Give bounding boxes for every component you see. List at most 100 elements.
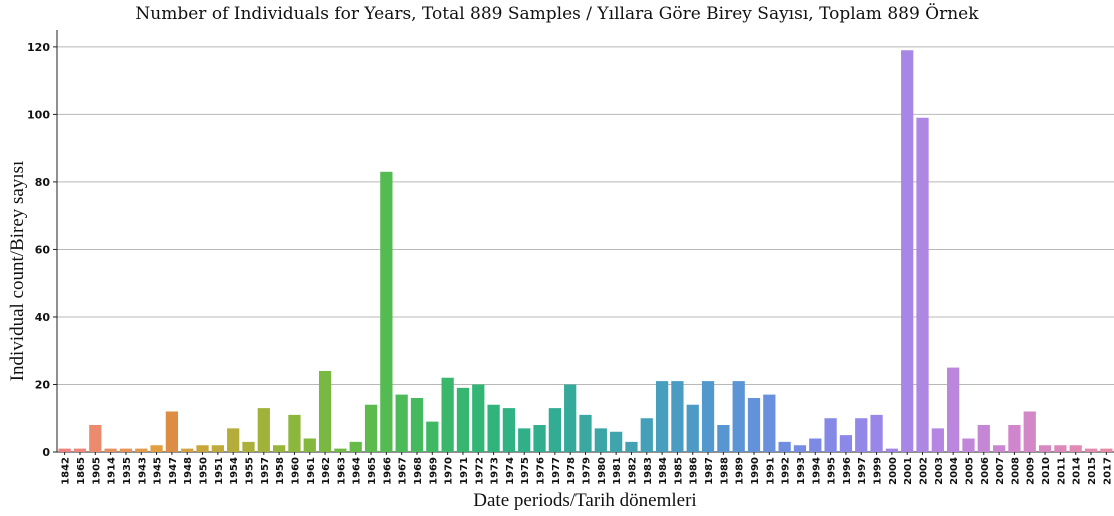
x-tick-label: 1947 — [168, 457, 179, 485]
x-tick-label: 1990 — [750, 457, 761, 485]
bar-1948 — [181, 448, 194, 452]
bar-2015 — [1084, 448, 1098, 452]
x-tick-label: 1970 — [444, 457, 455, 485]
x-tick-label: 1979 — [582, 457, 593, 485]
bar-1981 — [610, 431, 623, 452]
x-tick-label: 1981 — [612, 457, 623, 485]
x-tick-label: 1973 — [490, 457, 501, 485]
bar-1985 — [671, 381, 684, 452]
x-tick-label: 1966 — [382, 457, 393, 485]
bar-1992 — [778, 441, 791, 452]
x-tick-label: 2003 — [934, 457, 945, 485]
x-tick-label: 1957 — [260, 457, 271, 485]
x-tick-label: 1971 — [459, 457, 470, 485]
bar-1947 — [165, 411, 179, 452]
y-tick-label: 120 — [27, 41, 50, 54]
bar-2004 — [947, 367, 960, 452]
bar-1958 — [272, 445, 286, 452]
x-tick-label: 1954 — [229, 457, 240, 485]
x-tick-label: 1963 — [336, 457, 347, 485]
bar-1999 — [870, 414, 883, 452]
x-tick-label: 2002 — [919, 457, 930, 485]
x-tick-label: 1905 — [91, 457, 102, 485]
x-tick-label: 1987 — [704, 457, 715, 485]
x-tick-label: 2015 — [1087, 457, 1098, 485]
x-tick-label: 1993 — [796, 457, 807, 485]
bar-1965 — [364, 404, 378, 452]
bar-1945 — [150, 445, 163, 452]
bar-2003 — [931, 428, 944, 452]
x-tick-label: 1945 — [153, 457, 164, 485]
x-tick-label: 1984 — [658, 457, 669, 485]
x-tick-label: 1985 — [673, 457, 684, 485]
x-tick-label: 2006 — [980, 457, 991, 485]
x-tick-label: 1983 — [643, 457, 654, 485]
x-axis-title: Date periods/Tarih dönemleri — [473, 490, 697, 511]
x-tick-label: 1975 — [520, 457, 531, 485]
bar-1951 — [211, 445, 224, 452]
bar-1991 — [763, 394, 776, 452]
x-tick-label: 2000 — [888, 457, 899, 485]
chart-title: Number of Individuals for Years, Total 8… — [135, 4, 979, 24]
x-tick-label: 1914 — [107, 457, 118, 485]
x-tick-label: 1988 — [719, 457, 730, 485]
bar-2000 — [885, 448, 899, 452]
x-tick-label: 1978 — [566, 457, 577, 485]
bar-1970 — [441, 377, 454, 452]
x-tick-label: 2011 — [1056, 457, 1067, 485]
bar-1954 — [227, 428, 240, 452]
bar-1995 — [824, 418, 837, 452]
x-tick-label: 1943 — [137, 457, 148, 485]
bar-1976 — [533, 424, 546, 452]
x-tick-label: 1969 — [428, 457, 439, 485]
bar-1865 — [73, 448, 87, 452]
x-tick-label: 1961 — [306, 457, 317, 485]
bar-1988 — [717, 424, 730, 452]
x-tick-label: 1967 — [398, 457, 409, 485]
bar-1972 — [472, 384, 485, 452]
x-tick-label: 2017 — [1102, 457, 1113, 485]
x-tick-label: 2010 — [1041, 457, 1052, 485]
x-tick-label: 1965 — [367, 457, 378, 485]
y-tick-label: 100 — [27, 108, 50, 121]
bar-1968 — [410, 397, 424, 452]
x-tick-label: 1962 — [321, 457, 332, 485]
y-tick-label: 0 — [42, 446, 50, 459]
y-tick-label: 20 — [35, 378, 51, 391]
x-tick-label: 1974 — [505, 457, 516, 485]
bar-1977 — [548, 408, 561, 452]
y-axis-title: Individual count/Birey sayısı — [7, 160, 28, 382]
bar-1967 — [395, 394, 408, 452]
bar-1971 — [456, 387, 470, 452]
bar-1964 — [349, 441, 362, 452]
bar-2011 — [1054, 445, 1067, 452]
x-tick-label: 2008 — [1010, 457, 1021, 485]
x-tick-label: 1980 — [597, 457, 608, 485]
x-tick-label: 1976 — [536, 457, 547, 485]
x-tick-label: 1994 — [811, 457, 822, 485]
x-tick-label: 1964 — [352, 457, 363, 485]
bar-1982 — [625, 441, 638, 452]
bar-2007 — [992, 445, 1006, 452]
bar-2010 — [1038, 445, 1052, 452]
x-tick-label: 1865 — [76, 457, 87, 485]
x-tick-label: 1977 — [551, 457, 562, 485]
bar-1905 — [89, 424, 102, 452]
bar-2009 — [1023, 411, 1036, 452]
bar-1957 — [257, 408, 270, 452]
bar-1978 — [564, 384, 577, 452]
bar-2017 — [1100, 448, 1113, 452]
bar-1994 — [809, 438, 822, 452]
x-tick-label: 2009 — [1026, 457, 1037, 485]
x-tick-label: 1950 — [199, 457, 210, 485]
bar-1979 — [579, 414, 592, 452]
x-tick-label: 2007 — [995, 457, 1006, 485]
x-tick-label: 1996 — [842, 457, 853, 485]
bar-1969 — [426, 421, 439, 452]
x-tick-label: 1989 — [735, 457, 746, 485]
bar-1950 — [196, 445, 209, 452]
y-tick-label: 80 — [35, 176, 51, 189]
x-tick-label: 2014 — [1072, 457, 1083, 485]
